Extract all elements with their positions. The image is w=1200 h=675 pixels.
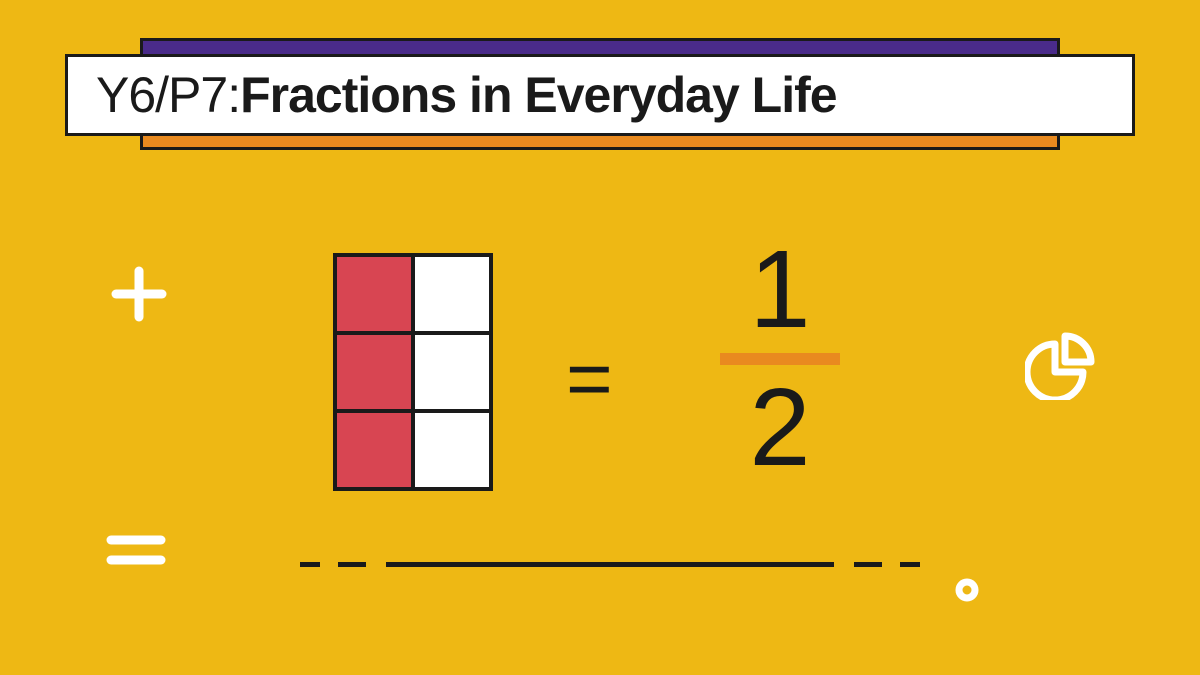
grid-cell	[411, 331, 493, 413]
plus-icon	[110, 265, 168, 323]
title-bold: Fractions in Everyday Life	[240, 66, 836, 124]
content-underline	[300, 562, 920, 567]
equals-icon	[105, 530, 167, 570]
grid-cell	[333, 331, 415, 413]
fraction-bar	[720, 353, 840, 365]
title-prefix: Y6/P7:	[96, 66, 240, 124]
fraction-display: 1 2	[720, 235, 840, 483]
grid-cell	[333, 253, 415, 335]
fraction-grid	[335, 255, 491, 489]
fraction-denominator: 2	[720, 373, 840, 483]
fraction-numerator: 1	[720, 235, 840, 345]
grid-cell	[411, 253, 493, 335]
infographic-canvas: Y6/P7: Fractions in Everyday Life = 1 2	[0, 0, 1200, 675]
equals-sign: =	[566, 333, 613, 425]
fraction-content: = 1 2	[300, 245, 920, 595]
circle-icon	[954, 577, 980, 603]
title-banner: Y6/P7: Fractions in Everyday Life	[65, 38, 1135, 150]
grid-cell	[411, 409, 493, 491]
pie-chart-icon	[1025, 330, 1095, 400]
grid-cell	[333, 409, 415, 491]
banner-main: Y6/P7: Fractions in Everyday Life	[65, 54, 1135, 136]
